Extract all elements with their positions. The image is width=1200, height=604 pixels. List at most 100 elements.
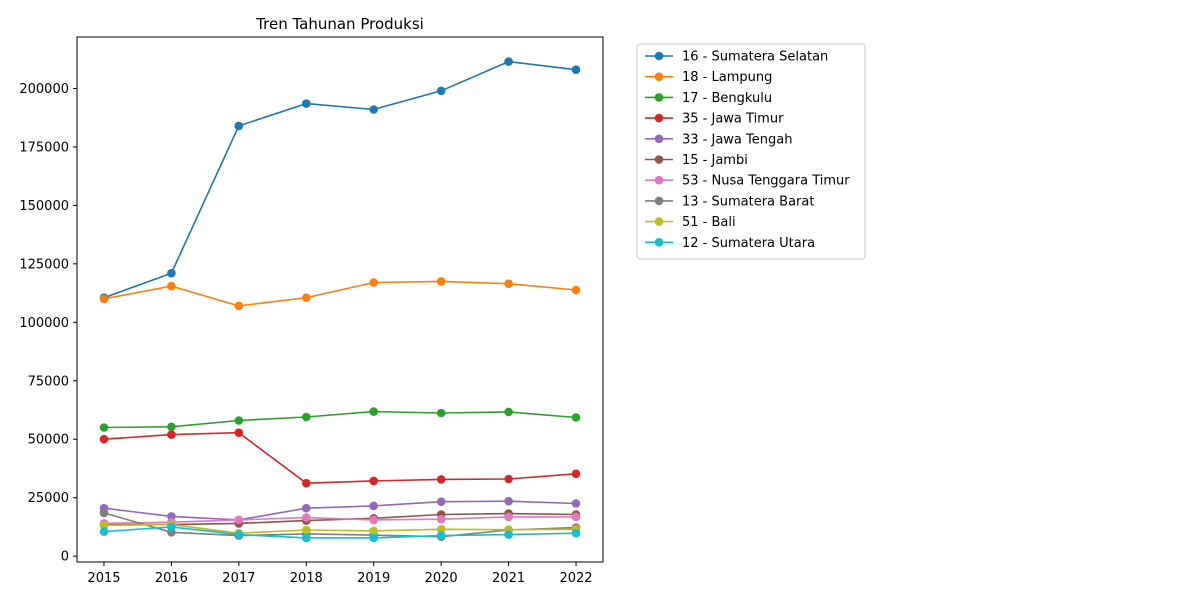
legend-marker	[654, 72, 664, 81]
data-point	[504, 279, 513, 289]
chart-title: Tren Tahunan Produksi	[255, 15, 424, 33]
data-point	[436, 514, 446, 524]
y-tick-label: 75000	[28, 374, 69, 389]
y-tick-label: 150000	[19, 199, 69, 214]
data-point	[436, 86, 446, 96]
y-tick-label: 125000	[19, 257, 69, 272]
data-point	[369, 526, 379, 536]
y-tick-label: 175000	[19, 140, 69, 155]
data-point	[234, 428, 244, 438]
series-line	[103, 431, 577, 485]
data-point	[369, 501, 379, 511]
data-point	[504, 407, 513, 417]
data-point	[99, 527, 109, 536]
legend-label: 16 - Sumatera Selatan	[682, 50, 828, 65]
legend-marker	[654, 134, 664, 144]
y-tick-label: 0	[61, 550, 69, 565]
legend-entry: 16 - Sumatera Selatan	[645, 50, 828, 65]
data-point	[99, 294, 109, 304]
data-point	[436, 497, 446, 507]
data-point	[369, 278, 379, 287]
series-4	[99, 428, 581, 488]
data-point	[234, 416, 244, 425]
y-tick-label: 100000	[19, 316, 69, 331]
legend-marker	[654, 238, 664, 247]
data-point	[167, 430, 176, 439]
data-point	[302, 293, 311, 303]
legend-entry: 15 - Jambi	[645, 153, 748, 168]
legend-box	[636, 43, 866, 260]
data-point	[167, 268, 176, 278]
x-tick-label: 2022	[559, 571, 592, 586]
y-tick-label: 25000	[28, 491, 69, 506]
data-point	[571, 413, 581, 422]
legend-entry: 53 - Nusa Tenggara Timur	[645, 174, 850, 189]
x-tick-label: 2015	[87, 571, 120, 586]
y-tick-label: 50000	[28, 433, 69, 448]
legend-label: 17 - Bengkulu	[682, 91, 772, 106]
data-point	[571, 65, 581, 74]
data-point	[302, 503, 311, 513]
legend: 16 - Sumatera Selatan 18 - Lampung 17 - Be…	[636, 43, 866, 260]
legend-label: 13 - Sumatera Barat	[682, 194, 814, 209]
legend-marker	[654, 113, 664, 123]
data-point	[571, 499, 581, 508]
legend-marker	[654, 217, 664, 226]
data-point	[302, 513, 311, 522]
data-point	[167, 422, 176, 432]
data-point	[369, 407, 379, 416]
legend-label: 18 - Lampung	[682, 70, 772, 85]
x-tick-label: 2017	[222, 571, 255, 586]
series-line	[103, 516, 576, 525]
legend-marker	[654, 155, 664, 164]
legend-label: 33 - Jawa Tengah	[682, 132, 792, 147]
legend-label: 51 - Bali	[682, 215, 736, 230]
legend-entry: 12 - Sumatera Utara	[645, 236, 815, 251]
series-3	[99, 407, 581, 432]
x-tick-label: 2018	[290, 571, 323, 586]
data-point	[369, 476, 379, 486]
data-point	[369, 533, 379, 543]
series-5	[99, 496, 581, 525]
data-point	[234, 301, 244, 311]
series-line	[103, 523, 577, 535]
legend-label: 35 - Jawa Timur	[682, 112, 784, 127]
data-point	[571, 512, 581, 522]
legend-entry: 17 - Bengkulu	[645, 91, 772, 106]
data-point	[302, 478, 311, 488]
legend-entry: 51 - Bali	[645, 215, 736, 230]
series-line	[103, 60, 577, 299]
data-point	[436, 475, 446, 484]
legend-marker	[654, 93, 664, 102]
legend-label: 15 - Jambi	[682, 153, 748, 168]
data-point	[436, 408, 446, 418]
data-point	[436, 525, 446, 534]
y-tick-label: 200000	[19, 82, 69, 97]
data-point	[99, 423, 109, 432]
data-point	[504, 512, 513, 522]
x-tick-label: 2021	[492, 571, 525, 586]
data-point	[302, 533, 311, 543]
data-point	[167, 522, 176, 532]
data-point	[504, 496, 513, 506]
series-line	[103, 512, 577, 538]
data-point	[369, 105, 379, 114]
series-line	[103, 526, 577, 539]
data-point	[234, 515, 244, 525]
plot-frame	[76, 36, 604, 563]
x-tick-label: 2020	[425, 571, 458, 586]
data-point	[302, 412, 311, 422]
series-2	[99, 277, 581, 311]
legend-entry: 18 - Lampung	[645, 70, 772, 85]
data-point	[99, 508, 109, 518]
legend-entry: 33 - Jawa Tengah	[645, 132, 792, 147]
data-point	[99, 434, 109, 444]
data-point	[167, 281, 176, 291]
data-point	[504, 474, 513, 484]
legend-label: 53 - Nusa Tenggara Timur	[682, 174, 850, 189]
series-1	[99, 57, 581, 303]
data-point	[234, 530, 244, 539]
legend-marker	[654, 196, 664, 206]
legend-marker	[654, 51, 664, 61]
